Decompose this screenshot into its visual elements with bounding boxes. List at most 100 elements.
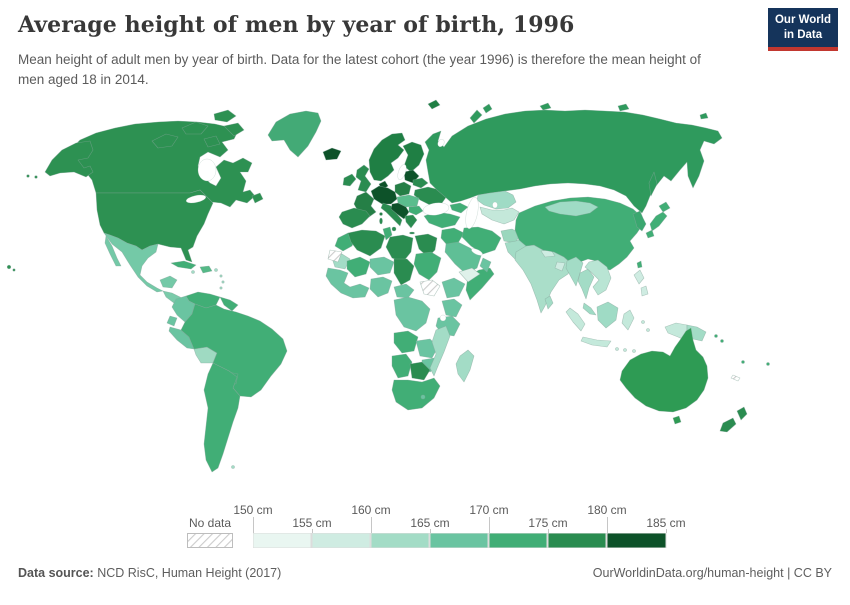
country-japan[interactable] [645,201,671,239]
jamaica[interactable] [191,270,195,274]
solomon-islands[interactable] [714,334,718,338]
country-greenland[interactable] [267,110,322,158]
lesser-sunda[interactable] [615,347,619,351]
country-caucasus[interactable] [449,202,469,214]
crete[interactable] [409,231,415,235]
solomon-islands[interactable] [720,339,724,343]
country-western-sahara[interactable] [327,249,343,263]
country-guyanas[interactable] [219,296,239,312]
country-oman[interactable] [479,257,492,273]
country-thailand[interactable] [577,268,595,300]
country-chad[interactable] [393,258,415,286]
legend-no-data-swatch[interactable] [187,533,233,548]
moluccas[interactable] [641,320,645,324]
country-united-kingdom[interactable] [355,164,372,193]
country-central-europe[interactable] [370,185,398,205]
country-greece[interactable] [404,214,418,229]
attribution-link[interactable]: OurWorldinData.org/human-height | CC BY [592,566,832,580]
fiji[interactable] [766,362,770,366]
country-australia[interactable] [619,327,709,413]
new-caledonia[interactable] [730,374,741,382]
country-angola[interactable] [393,330,419,354]
hawaii[interactable] [6,264,12,270]
arctic-islands-russia[interactable] [539,102,709,120]
legend-color-scale[interactable] [253,533,667,548]
aleutian-islands[interactable] [34,175,38,179]
country-dr-congo[interactable] [393,296,431,332]
lesser-antilles[interactable] [219,286,223,290]
legend-swatch-1[interactable] [253,533,312,548]
country-iran[interactable] [461,226,502,255]
country-bangladesh[interactable] [554,261,566,272]
country-egypt[interactable] [414,233,438,258]
country-russia[interactable] [424,109,723,214]
country-balkans[interactable] [390,202,410,220]
country-iceland[interactable] [322,147,342,161]
country-mozambique[interactable] [429,325,451,377]
country-sudan[interactable] [413,251,442,281]
legend-swatch-2[interactable] [311,533,371,548]
java[interactable] [580,336,612,348]
vanuatu[interactable] [741,360,745,364]
country-argentina-chile[interactable] [203,362,241,473]
country-philippines[interactable] [633,269,649,297]
country-libya[interactable] [385,234,414,263]
country-bulgaria[interactable] [408,205,424,216]
country-china[interactable] [514,196,644,271]
yucatan[interactable] [159,275,178,289]
legend-swatch-6[interactable] [547,533,607,548]
falkland-islands[interactable] [231,465,235,469]
sulawesi[interactable] [621,309,635,331]
country-south-africa[interactable] [391,377,441,411]
legend-swatch-4[interactable] [429,533,489,548]
country-scandinavia[interactable] [368,132,406,182]
svalbard[interactable] [427,99,441,110]
legend-swatch-5[interactable] [488,533,548,548]
moluccas[interactable] [646,328,650,332]
lesotho[interactable] [420,394,426,400]
country-belarus[interactable] [412,177,429,189]
hawaii[interactable] [12,268,16,272]
country-kazakhstan[interactable] [476,190,517,210]
legend-swatch-3[interactable] [370,533,430,548]
country-new-zealand[interactable] [719,406,748,433]
country-namibia[interactable] [391,353,413,379]
novaya-zemlya[interactable] [469,103,493,124]
country-nigeria[interactable] [369,276,393,298]
lesser-sunda[interactable] [632,349,636,353]
corsica[interactable] [379,212,383,216]
country-ireland[interactable] [342,173,357,187]
country-botswana[interactable] [409,361,431,381]
country-yemen[interactable] [458,267,481,283]
country-iberia[interactable] [338,207,371,229]
country-taiwan[interactable] [636,260,643,269]
country-finland[interactable] [402,141,425,173]
country-cameroon-car[interactable] [393,283,415,299]
country-tunisia[interactable] [382,226,393,241]
lesser-sunda[interactable] [623,348,627,352]
country-niger[interactable] [369,256,395,276]
borneo[interactable] [596,301,619,329]
country-indochina[interactable] [584,259,612,296]
country-myanmar[interactable] [565,256,584,287]
country-sri-lanka[interactable] [544,295,554,310]
country-kenya-uganda[interactable] [441,298,463,318]
country-central-asia[interactable] [479,206,520,225]
country-alaska[interactable] [44,140,94,178]
lesser-antilles[interactable] [221,280,225,284]
country-hispaniola[interactable] [199,265,213,274]
puerto-rico[interactable] [214,268,218,272]
country-ecuador[interactable] [166,315,178,327]
lesser-antilles[interactable] [219,274,223,278]
baja-california[interactable] [104,235,122,267]
country-newfoundland[interactable] [251,192,264,204]
country-malaysia[interactable] [582,302,597,316]
country-ethiopia[interactable] [441,277,466,299]
country-cuba[interactable] [170,260,197,270]
aleutian-islands[interactable] [26,174,30,178]
owid-logo[interactable]: Our World in Data [768,8,838,47]
country-poland[interactable] [394,181,412,197]
country-south-sudan[interactable] [419,279,441,297]
country-mongolia[interactable] [544,200,599,217]
country-brazil[interactable] [180,303,288,398]
